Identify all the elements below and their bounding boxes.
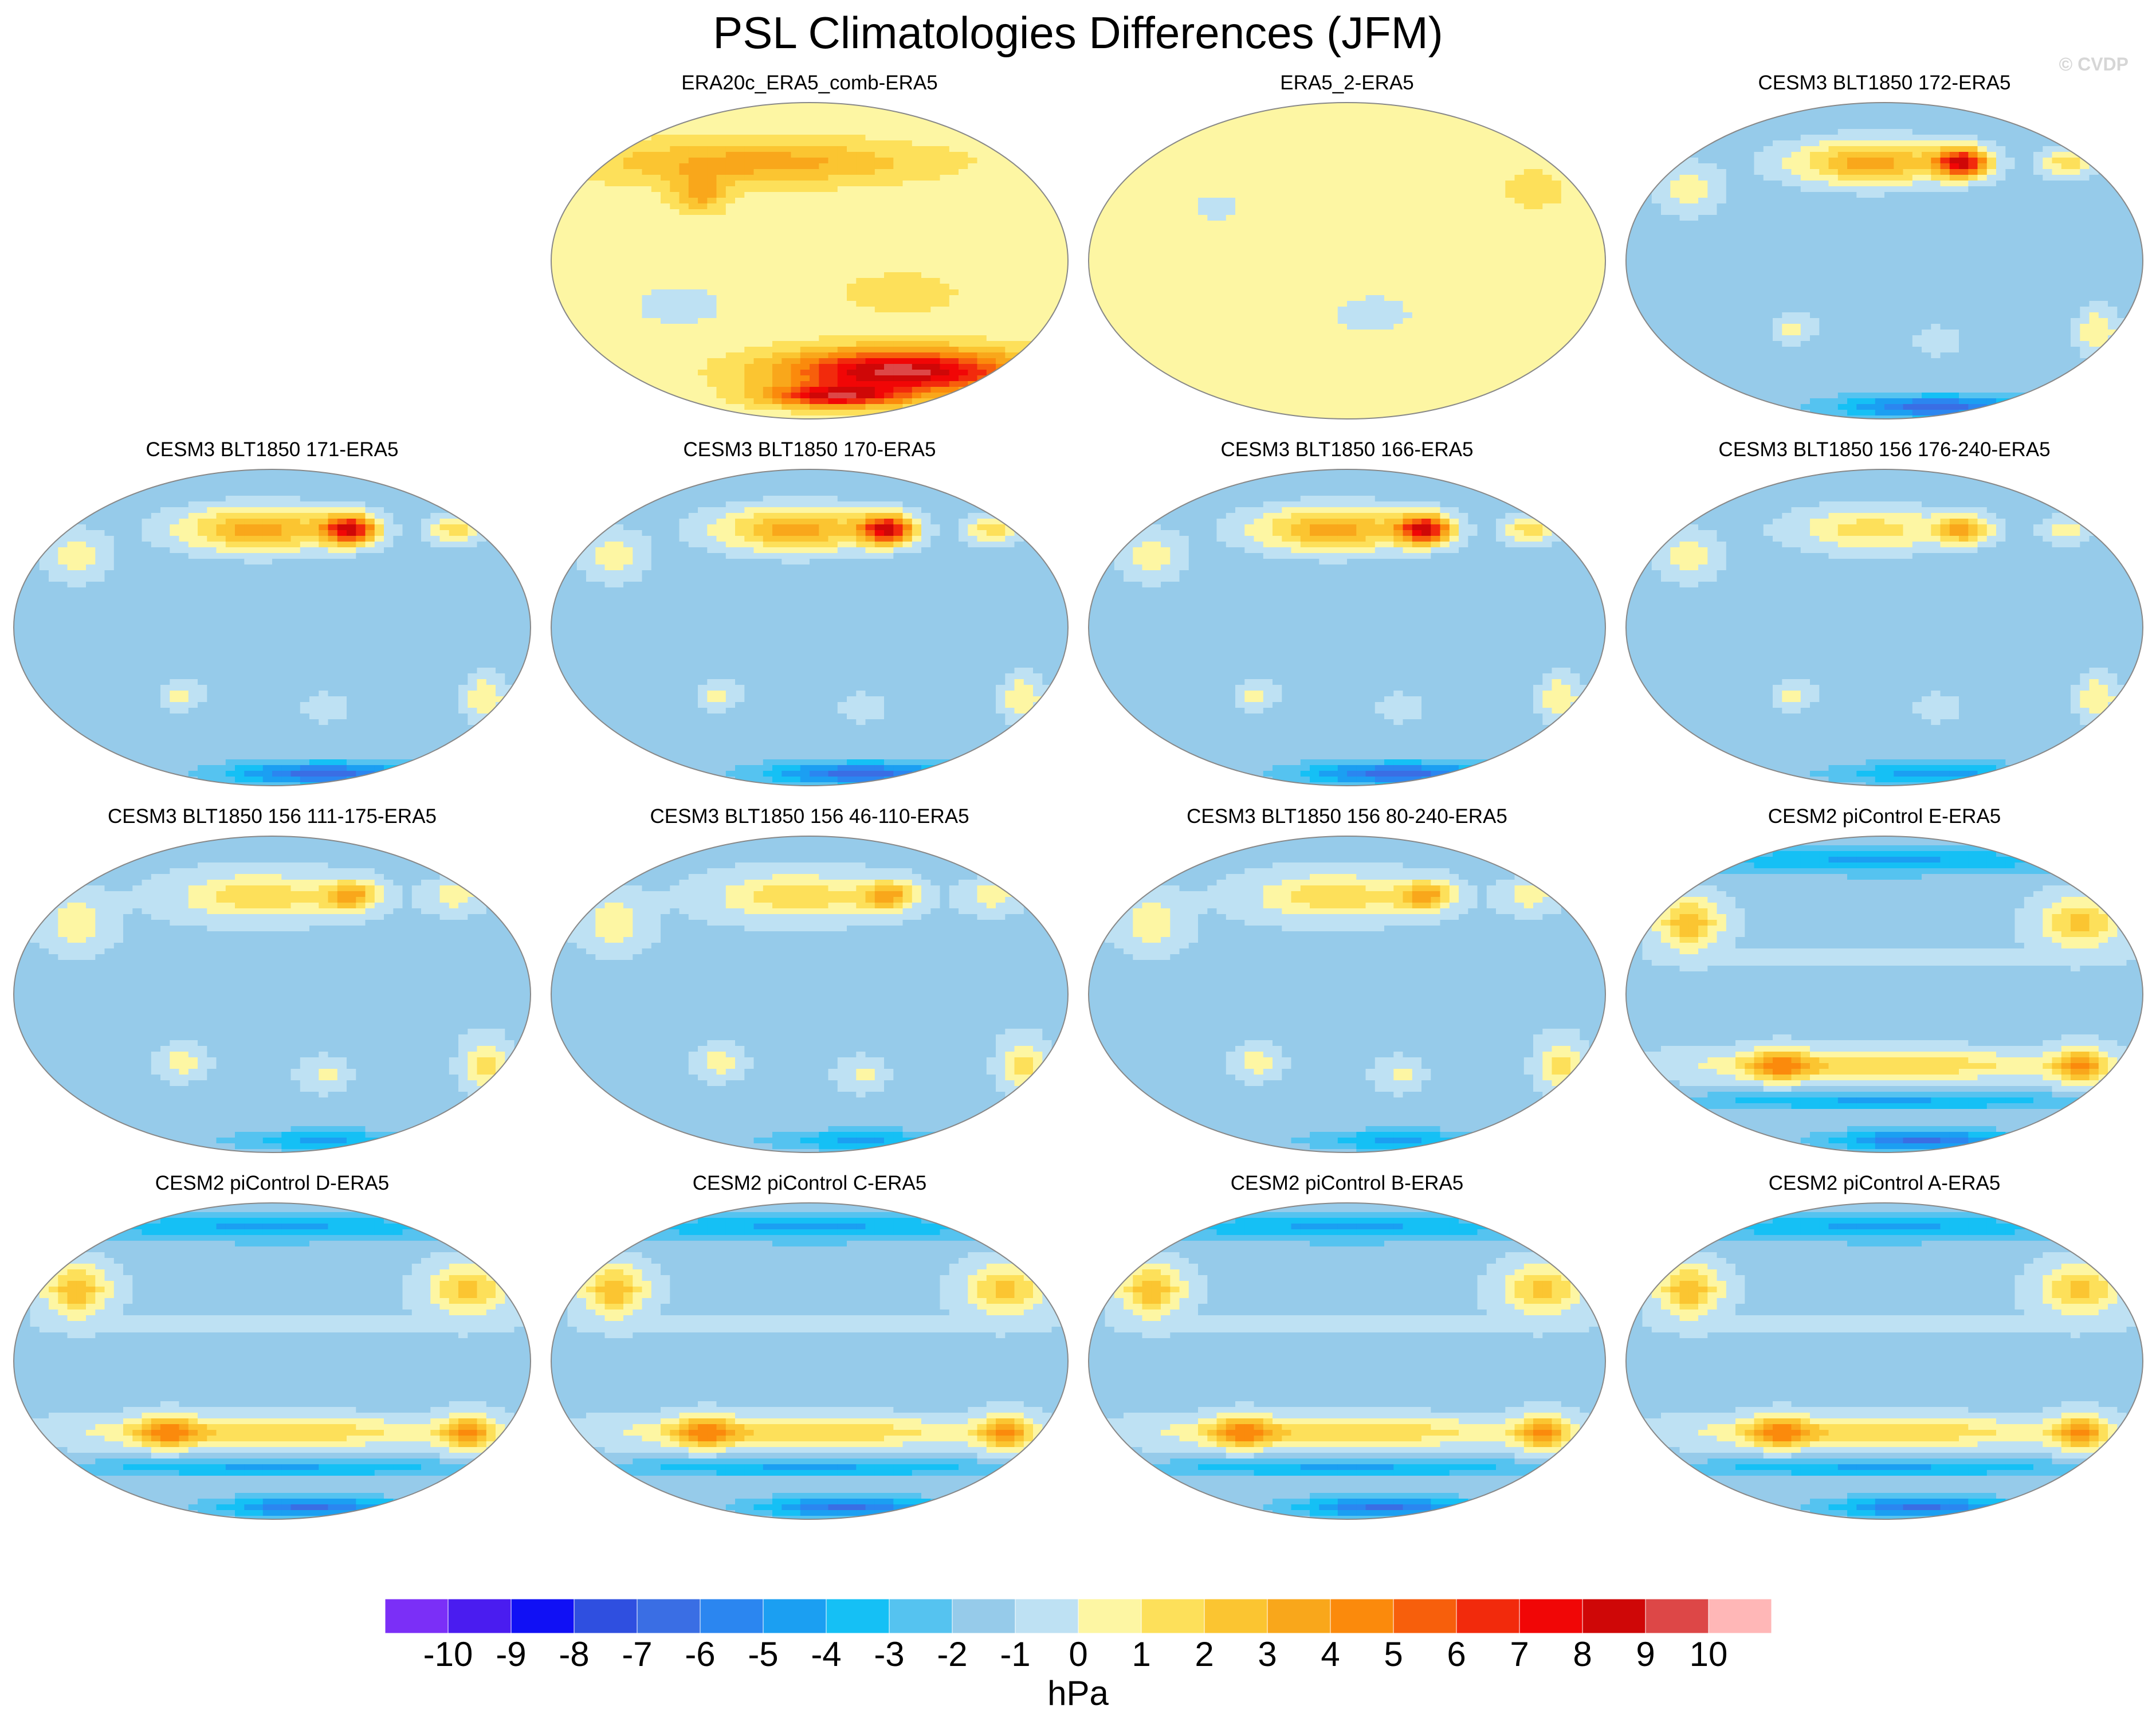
colorbar-tick-label: 4: [1296, 1634, 1365, 1674]
colorbar-tick-label: -2: [918, 1634, 987, 1674]
colorbar-tick-label: 3: [1233, 1634, 1302, 1674]
map-outline: [1625, 469, 2143, 786]
map-panel: [13, 469, 531, 786]
colorbar-box: [1204, 1599, 1268, 1633]
colorbar-box: [1015, 1599, 1079, 1633]
colorbar-tick-label: -1: [981, 1634, 1050, 1674]
panel-title: CESM3 BLT1850 156 111-175-ERA5: [9, 805, 536, 828]
map-panel: [551, 102, 1069, 420]
map-panel: [551, 1202, 1069, 1520]
colorbar-box: [889, 1599, 953, 1633]
panel-title: CESM2 piControl C-ERA5: [546, 1172, 1073, 1195]
colorbar-box: [952, 1599, 1016, 1633]
colorbar-tick-label: 1: [1107, 1634, 1176, 1674]
colorbar-tick-label: -6: [666, 1634, 735, 1674]
map-outline: [551, 102, 1069, 420]
map-panel: [1088, 1202, 1606, 1520]
map-outline: [13, 1202, 531, 1520]
map-outline: [1625, 1202, 2143, 1520]
colorbar-box: [574, 1599, 638, 1633]
panel-title: CESM3 BLT1850 156 80-240-ERA5: [1083, 805, 1611, 828]
colorbar-box: [447, 1599, 512, 1633]
panel-title: CESM2 piControl D-ERA5: [9, 1172, 536, 1195]
panel-title: CESM3 BLT1850 171-ERA5: [9, 438, 536, 461]
colorbar-tick-label: -8: [540, 1634, 608, 1674]
colorbar-tick-label: -10: [414, 1634, 482, 1674]
map-panel: [1088, 469, 1606, 786]
colorbar-box: [1078, 1599, 1142, 1633]
map-outline: [1625, 102, 2143, 420]
map-panel: [551, 836, 1069, 1153]
colorbar-tick-label: -9: [477, 1634, 545, 1674]
colorbar-box: [1645, 1599, 1709, 1633]
panel-title: CESM3 BLT1850 156 46-110-ERA5: [546, 805, 1073, 828]
map-panel: [1088, 836, 1606, 1153]
panel-title: ERA5_2-ERA5: [1083, 72, 1611, 95]
map-panel: [1625, 469, 2143, 786]
colorbar-box: [1330, 1599, 1394, 1633]
panel-title: CESM3 BLT1850 166-ERA5: [1083, 438, 1611, 461]
panel-title: CESM2 piControl E-ERA5: [1621, 805, 2148, 828]
colorbar-box: [700, 1599, 764, 1633]
map-panel: [1625, 836, 2143, 1153]
panel-title: CESM2 piControl A-ERA5: [1621, 1172, 2148, 1195]
map-panel: [1625, 1202, 2143, 1520]
map-panel: [1625, 102, 2143, 420]
colorbar: [385, 1599, 1772, 1633]
map-outline: [1088, 469, 1606, 786]
map-outline: [1088, 836, 1606, 1153]
map-outline: [551, 836, 1069, 1153]
colorbar-tick-label: -5: [729, 1634, 798, 1674]
colorbar-tick-label: -7: [603, 1634, 671, 1674]
colorbar-tick-label: 10: [1674, 1634, 1743, 1674]
map-outline: [551, 1202, 1069, 1520]
colorbar-tick-label: -3: [855, 1634, 924, 1674]
map-panel: [13, 836, 531, 1153]
map-outline: [1625, 836, 2143, 1153]
colorbar-box: [1519, 1599, 1583, 1633]
colorbar-units: hPa: [0, 1673, 2156, 1713]
panel-title: CESM3 BLT1850 156 176-240-ERA5: [1621, 438, 2148, 461]
colorbar-box: [826, 1599, 890, 1633]
colorbar-tick-label: 2: [1170, 1634, 1239, 1674]
watermark: © CVDP: [2059, 54, 2128, 75]
colorbar-box: [1393, 1599, 1457, 1633]
panel-title: CESM3 BLT1850 172-ERA5: [1621, 72, 2148, 95]
panel-title: CESM2 piControl B-ERA5: [1083, 1172, 1611, 1195]
colorbar-box: [1456, 1599, 1520, 1633]
colorbar-tick-label: 7: [1485, 1634, 1554, 1674]
colorbar-box: [1267, 1599, 1331, 1633]
colorbar-box: [385, 1599, 449, 1633]
map-outline: [13, 469, 531, 786]
colorbar-tick-label: 0: [1044, 1634, 1113, 1674]
colorbar-tick-label: 5: [1359, 1634, 1428, 1674]
map-outline: [1088, 102, 1606, 420]
colorbar-box: [1582, 1599, 1646, 1633]
colorbar-tick-label: -4: [792, 1634, 861, 1674]
map-outline: [13, 836, 531, 1153]
map-outline: [1088, 1202, 1606, 1520]
colorbar-box: [1708, 1599, 1772, 1633]
colorbar-tick-label: 9: [1611, 1634, 1680, 1674]
page-title: PSL Climatologies Differences (JFM): [0, 7, 2156, 59]
map-panel: [13, 1202, 531, 1520]
map-panel: [551, 469, 1069, 786]
colorbar-box: [637, 1599, 701, 1633]
colorbar-box: [510, 1599, 575, 1633]
colorbar-box: [763, 1599, 827, 1633]
colorbar-tick-label: 6: [1422, 1634, 1491, 1674]
colorbar-tick-label: 8: [1548, 1634, 1617, 1674]
colorbar-box: [1141, 1599, 1205, 1633]
panel-title: ERA20c_ERA5_comb-ERA5: [546, 72, 1073, 95]
map-outline: [551, 469, 1069, 786]
map-panel: [1088, 102, 1606, 420]
panel-title: CESM3 BLT1850 170-ERA5: [546, 438, 1073, 461]
